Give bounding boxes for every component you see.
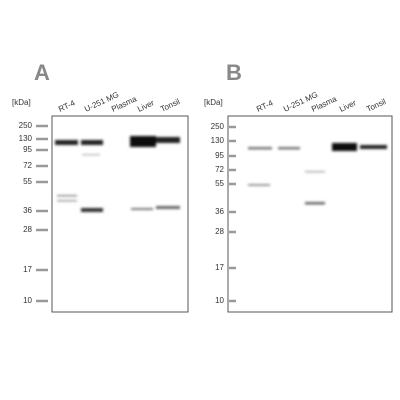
panel-letter: B bbox=[226, 60, 242, 85]
marker-label: 250 bbox=[211, 122, 225, 131]
marker-label: 95 bbox=[215, 151, 224, 160]
marker-label: 36 bbox=[215, 207, 224, 216]
bands bbox=[248, 143, 387, 205]
lane-label: Liver bbox=[338, 98, 358, 114]
marker-label: 130 bbox=[211, 136, 225, 145]
lane-label: RT-4 bbox=[255, 98, 275, 114]
marker-label: 250 bbox=[19, 121, 33, 130]
lane-label: Tonsil bbox=[159, 97, 182, 114]
marker-label: 55 bbox=[215, 179, 224, 188]
panel-letter: A bbox=[34, 60, 50, 85]
lane-label: RT-4 bbox=[57, 98, 77, 114]
marker-label: 17 bbox=[23, 265, 32, 274]
unit-label: [kDa] bbox=[12, 98, 31, 107]
marker-label: 28 bbox=[215, 227, 224, 236]
lane-label: Tonsil bbox=[365, 97, 388, 114]
membrane bbox=[51, 115, 189, 313]
marker-label: 95 bbox=[23, 145, 32, 154]
marker-label: 55 bbox=[23, 177, 32, 186]
marker-label: 10 bbox=[23, 296, 32, 305]
marker-label: 17 bbox=[215, 263, 224, 272]
marker-label: 10 bbox=[215, 296, 224, 305]
marker-label: 72 bbox=[23, 161, 32, 170]
bands bbox=[55, 136, 180, 212]
marker-label: 72 bbox=[215, 165, 224, 174]
marker-label: 130 bbox=[19, 134, 33, 143]
lane-label: Liver bbox=[136, 98, 156, 114]
marker-label: 36 bbox=[23, 206, 32, 215]
unit-label: [kDa] bbox=[204, 98, 223, 107]
marker-label: 28 bbox=[23, 225, 32, 234]
